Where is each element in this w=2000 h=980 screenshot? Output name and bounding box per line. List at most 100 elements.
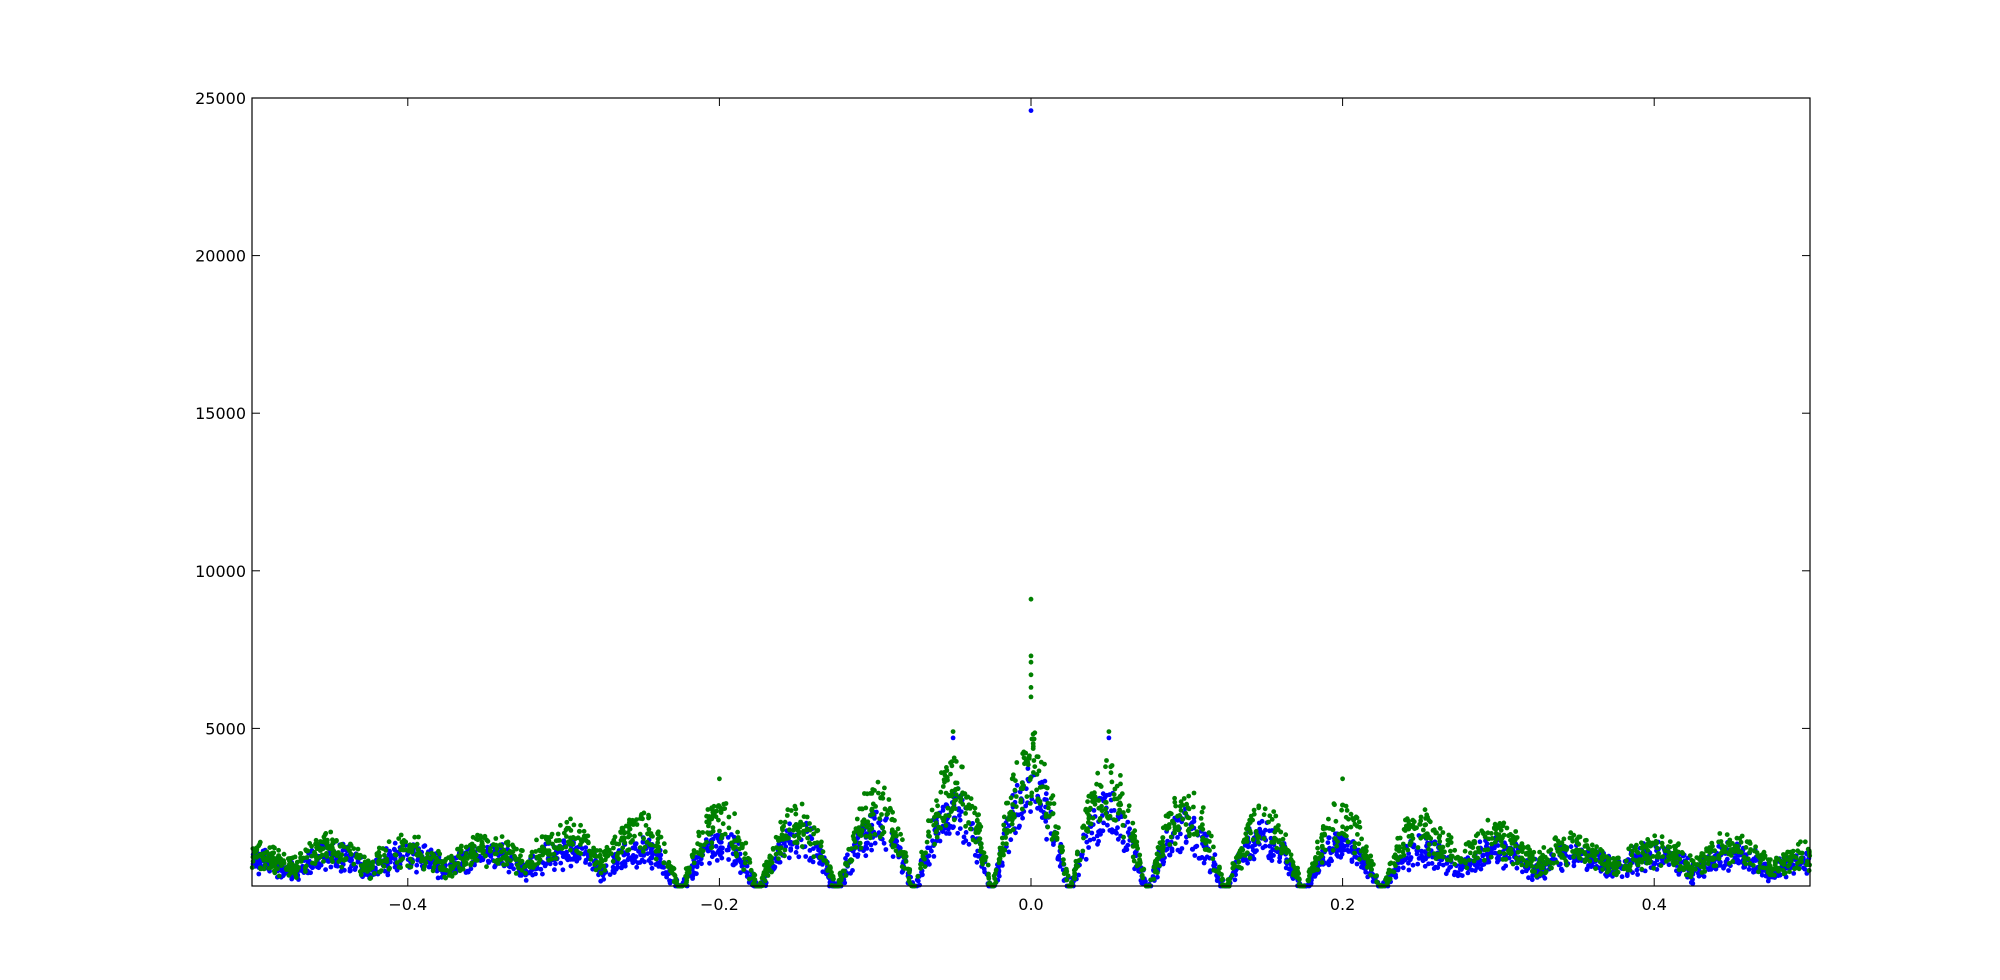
data-point-series-1 — [772, 864, 778, 870]
data-point-series-2 — [294, 859, 300, 865]
data-point-series-2 — [1463, 841, 1469, 847]
data-point-series-2 — [1134, 843, 1140, 848]
data-point-series-1 — [1433, 864, 1438, 870]
data-point-series-1 — [1008, 837, 1014, 843]
data-point-series-2 — [342, 857, 348, 863]
data-point-series-2 — [880, 825, 885, 830]
data-point-series-1 — [975, 853, 981, 859]
data-point-series-2 — [741, 867, 747, 872]
data-point-series-2 — [1683, 872, 1689, 878]
data-point-series-1 — [803, 854, 809, 859]
data-point-series-2 — [1172, 841, 1178, 847]
data-point-series-2 — [416, 834, 421, 840]
data-point-series-2 — [546, 838, 552, 843]
data-point-series-2 — [951, 755, 957, 761]
data-point-series-2 — [720, 821, 726, 827]
data-point-series-2 — [253, 848, 259, 854]
data-point-series-2 — [1781, 862, 1787, 868]
data-point-series-2 — [1104, 758, 1109, 763]
data-point-series-1 — [1455, 873, 1461, 879]
data-point-series-2 — [463, 844, 469, 850]
data-point-series-2 — [310, 860, 315, 866]
data-point-series-2 — [271, 857, 277, 863]
data-point-series-2 — [1043, 811, 1049, 817]
data-point-series-2 — [1639, 866, 1645, 872]
data-point-series-2 — [564, 834, 569, 839]
data-point-series-2 — [1071, 875, 1077, 881]
data-point-series-1 — [511, 866, 516, 872]
data-point-series-2 — [463, 854, 468, 860]
data-point-series-2 — [1506, 850, 1512, 856]
data-point-series-2 — [303, 863, 309, 869]
data-point-series-2 — [1711, 863, 1717, 869]
data-point-series-2 — [949, 807, 955, 813]
data-point-series-2 — [1251, 811, 1257, 817]
data-point-series-1 — [794, 844, 800, 850]
data-point-series-1 — [855, 852, 861, 857]
data-point-series-2 — [1343, 803, 1349, 809]
data-point-series-2 — [1352, 840, 1358, 846]
data-point-series-2 — [1288, 852, 1294, 858]
data-point-series-2 — [558, 822, 563, 828]
data-point-series-2 — [1455, 854, 1461, 860]
data-point-series-2 — [661, 860, 667, 866]
data-point-series-2 — [305, 848, 311, 854]
data-point-series-1 — [1402, 857, 1407, 863]
data-point-series-2 — [640, 849, 646, 854]
data-point-series-1 — [323, 867, 328, 872]
data-point-series-2 — [337, 843, 343, 849]
data-point-series-2 — [1276, 823, 1281, 828]
data-point-series-1 — [328, 864, 334, 870]
data-point-series-2 — [309, 843, 314, 849]
data-point-series-2 — [662, 849, 668, 855]
data-point-series-1 — [776, 841, 782, 847]
data-point-series-2 — [1364, 864, 1370, 870]
data-point-series-2 — [1168, 811, 1174, 817]
data-point-series-2 — [719, 832, 725, 838]
data-point-series-2 — [672, 873, 678, 879]
data-point-series-2 — [1111, 792, 1117, 797]
data-point-series-1 — [547, 861, 553, 867]
data-point-series-2 — [1629, 852, 1635, 858]
data-point-series-2 — [1160, 842, 1166, 848]
data-point-series-2 — [1155, 845, 1161, 850]
data-point-series-2 — [313, 837, 319, 843]
data-point-series-2 — [1191, 804, 1196, 810]
data-point-series-2 — [1219, 872, 1224, 877]
data-point-series-2 — [1727, 837, 1733, 843]
data-point-series-1 — [1028, 809, 1033, 814]
data-point-series-2 — [493, 836, 499, 841]
data-point-series-1 — [1763, 873, 1769, 879]
data-point-series-2 — [1589, 842, 1595, 848]
data-point-series-2 — [901, 854, 907, 860]
data-point-series-2 — [646, 827, 652, 832]
data-point-series-2 — [510, 849, 516, 854]
data-point-series-1 — [1125, 819, 1131, 825]
data-point-series-2 — [876, 790, 881, 796]
data-point-series-1 — [957, 817, 963, 823]
data-point-series-2 — [760, 875, 765, 880]
data-point-series-2 — [1552, 836, 1558, 842]
data-point-series-2 — [1471, 853, 1477, 859]
data-point-series-2 — [365, 861, 370, 867]
data-point-series-2 — [1284, 859, 1290, 864]
data-point-series-2 — [1574, 837, 1580, 842]
data-point-series-2 — [1178, 808, 1184, 813]
data-point-series-1 — [523, 878, 529, 883]
data-point-series-1 — [1044, 836, 1049, 842]
data-point-series-2 — [968, 826, 973, 832]
data-point-series-2 — [605, 853, 611, 859]
data-point-series-2 — [806, 840, 812, 845]
data-point-series-2 — [529, 849, 535, 855]
data-point-series-2 — [1176, 827, 1181, 833]
data-point-series-2 — [747, 857, 752, 862]
data-point-series-1 — [1337, 847, 1343, 853]
data-point-series-2 — [1524, 863, 1529, 869]
data-point-series-2 — [1806, 868, 1812, 873]
data-point-series-1 — [621, 859, 627, 865]
data-point-series-1 — [1492, 850, 1498, 856]
data-point-series-1 — [1232, 877, 1238, 883]
data-point-series-2 — [769, 855, 774, 860]
data-point-series-2 — [1652, 833, 1658, 839]
data-point-series-2 — [1727, 861, 1732, 866]
